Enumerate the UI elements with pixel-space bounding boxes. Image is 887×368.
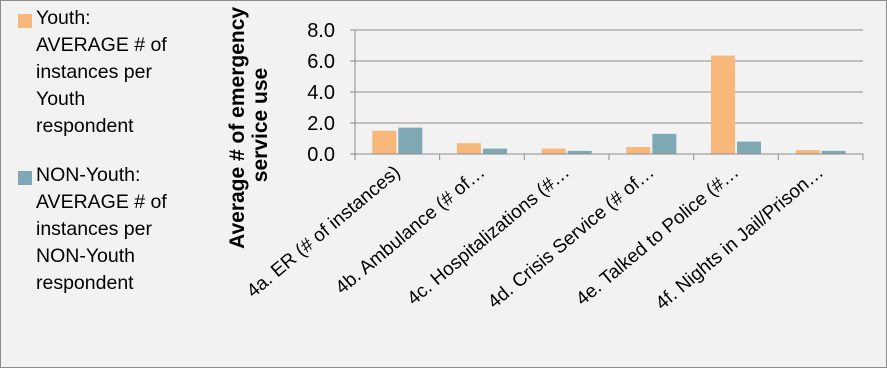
axes: [350, 29, 864, 160]
bars: [372, 55, 846, 155]
x-tick-label: 4e. Talked to Police (#…: [572, 162, 743, 310]
y-tick-labels: 0.0 2.0 4.0 6.0 8.0: [307, 20, 335, 166]
y-axis-title: Average # of emergency service use: [226, 1, 272, 249]
y-axis-title-line-1: Average # of emergency: [226, 7, 249, 249]
x-tick-labels: 4a. ER (# of instances)4b. Ambulance (# …: [243, 162, 828, 315]
x-tick-label: 4f. Nights in Jail/Prison…: [652, 162, 828, 315]
bar: [483, 148, 507, 154]
y-tick-label: 6.0: [307, 51, 335, 73]
bar: [372, 130, 397, 154]
legend-label-non-youth: NON-Youth: AVERAGE # of instances per NO…: [36, 164, 167, 294]
bar: [398, 127, 423, 154]
legend-swatch-youth: [18, 14, 32, 28]
bar: [541, 148, 566, 154]
x-tick-label: 4c. Hospitalizations (#…: [403, 162, 573, 310]
bar: [737, 141, 761, 154]
y-tick-label: 2.0: [307, 113, 335, 135]
bar: [626, 147, 651, 154]
legend-swatch-non-youth: [18, 171, 32, 185]
x-tick-label: 4b. Ambulance (# of…: [332, 162, 490, 299]
x-tick-label: 4d. Crisis Service (# of…: [484, 162, 658, 313]
legend-item-youth: Youth: AVERAGE # of instances per Youth …: [16, 5, 196, 140]
bar: [821, 150, 846, 154]
legend-label-youth: Youth: AVERAGE # of instances per Youth …: [36, 7, 167, 137]
bar: [567, 150, 592, 154]
bar: [652, 133, 677, 154]
y-tick-label: 8.0: [307, 20, 335, 42]
bar: [711, 55, 735, 155]
y-tick-label: 0.0: [307, 144, 335, 166]
gridlines: [355, 29, 863, 124]
y-tick-label: 4.0: [307, 82, 335, 104]
bar: [795, 150, 820, 154]
bar: [457, 143, 481, 154]
y-axis-title-line-2: service use: [249, 68, 272, 182]
legend-item-non-youth: NON-Youth: AVERAGE # of instances per NO…: [16, 162, 196, 297]
legend: Youth: AVERAGE # of instances per Youth …: [16, 5, 196, 297]
